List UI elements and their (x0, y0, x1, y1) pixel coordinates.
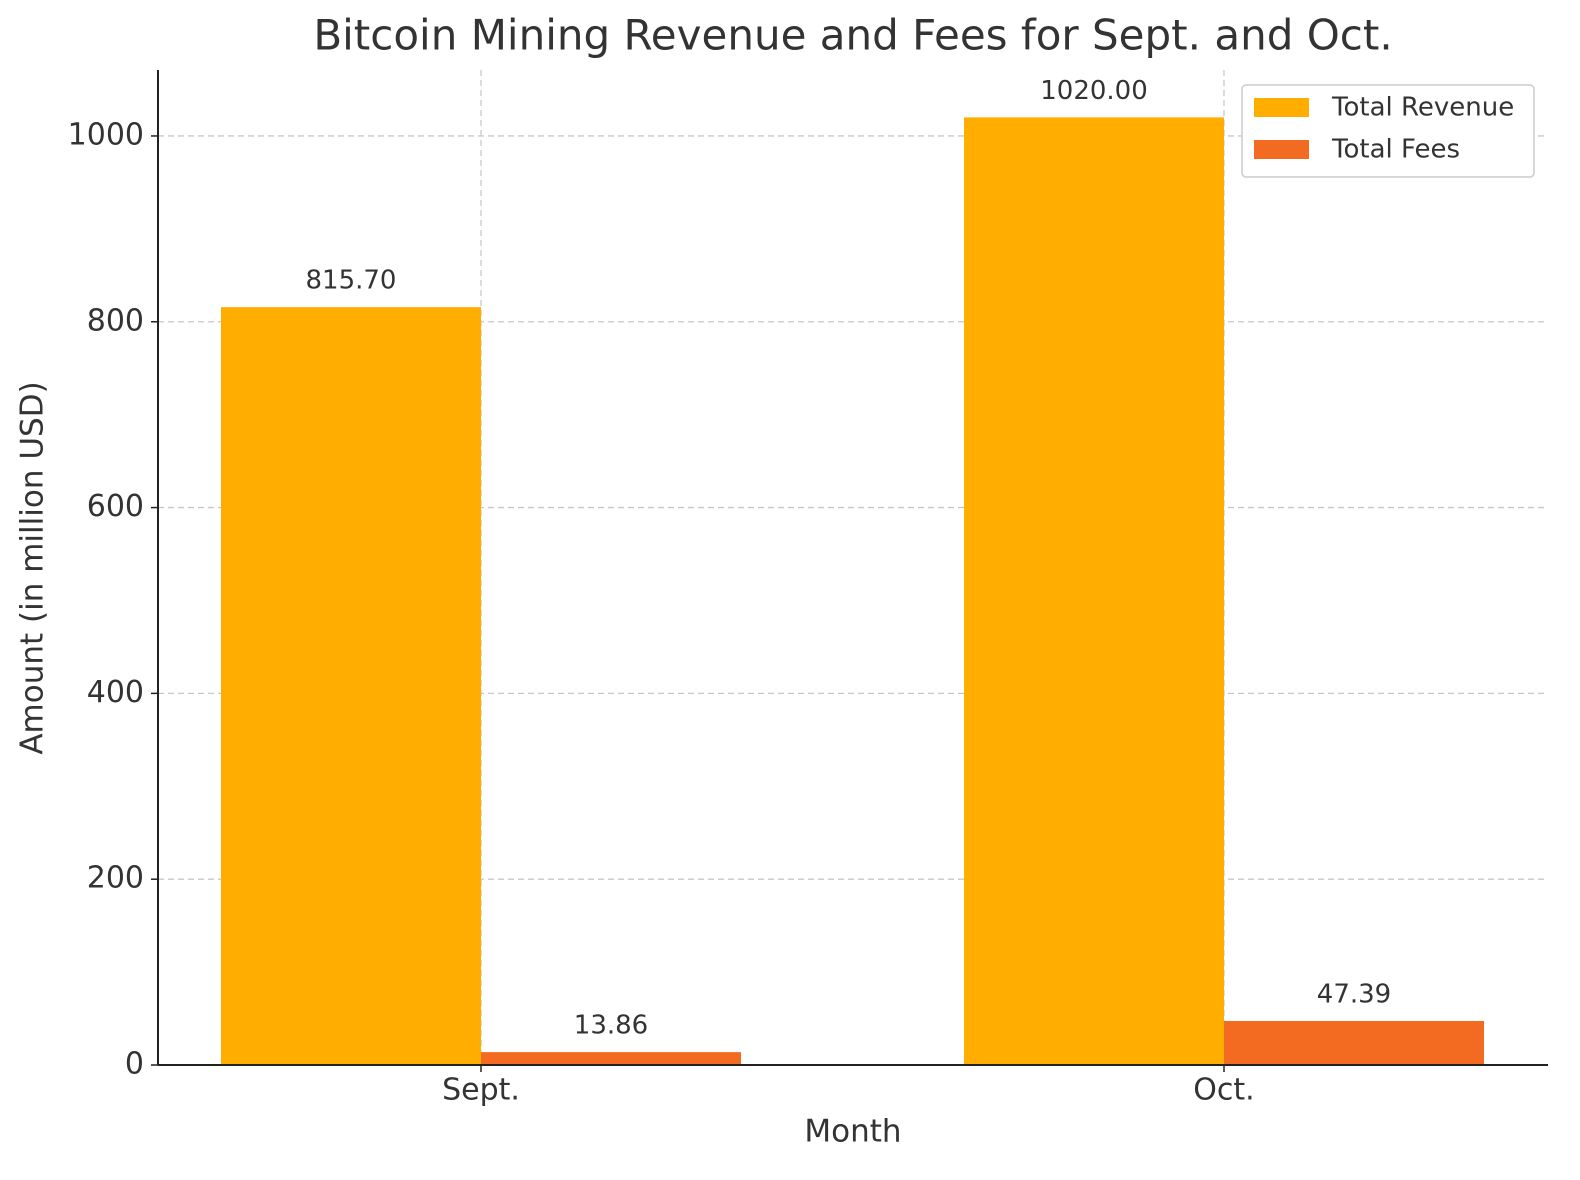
y-tick-label: 600 (87, 489, 144, 524)
chart-title: Bitcoin Mining Revenue and Fees for Sept… (313, 11, 1392, 60)
y-tick-label: 0 (125, 1047, 144, 1082)
y-tick-label: 1000 (68, 117, 144, 152)
value-label: 47.39 (1317, 979, 1391, 1009)
legend-label: Total Fees (1331, 135, 1460, 165)
x-axis-label: Month (804, 1114, 901, 1150)
legend-swatch (1254, 98, 1309, 117)
y-tick-label: 400 (87, 675, 144, 710)
value-label: 13.86 (574, 1011, 648, 1041)
legend-swatch (1254, 140, 1309, 159)
y-tick-label: 200 (87, 861, 144, 896)
y-axis-label: Amount (in million USD) (15, 381, 51, 754)
x-tick-label: Oct. (1193, 1073, 1254, 1108)
legend: Total Revenue Total Fees (1241, 84, 1535, 178)
value-label: 815.70 (306, 266, 397, 296)
x-tick-label: Sept. (442, 1073, 520, 1108)
bar (221, 307, 481, 1065)
legend-label: Total Revenue (1331, 93, 1514, 123)
bar (964, 117, 1224, 1065)
bar (1224, 1020, 1484, 1065)
legend-box (1241, 84, 1535, 178)
bar (481, 1052, 741, 1065)
y-tick-label: 800 (87, 303, 144, 338)
value-label: 1020.00 (1040, 76, 1148, 106)
